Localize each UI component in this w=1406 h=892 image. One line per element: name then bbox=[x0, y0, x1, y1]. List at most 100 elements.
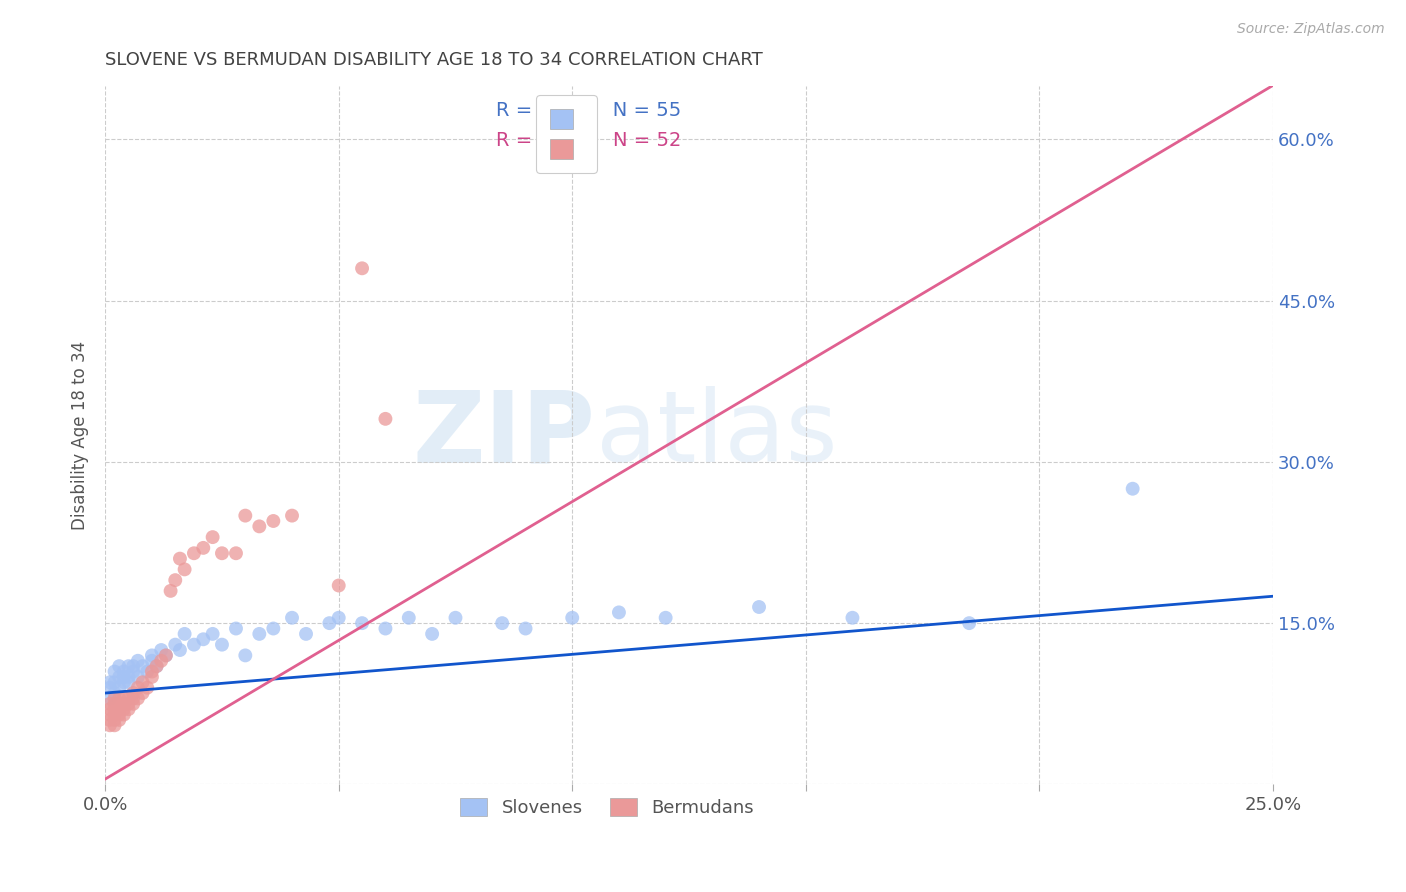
Point bbox=[112, 691, 135, 706]
Point bbox=[145, 659, 167, 673]
Point bbox=[131, 675, 153, 690]
Point bbox=[328, 611, 350, 625]
Point bbox=[1122, 482, 1144, 496]
Point bbox=[98, 681, 121, 695]
Point bbox=[607, 606, 630, 620]
Text: ZIP: ZIP bbox=[413, 386, 596, 483]
Point bbox=[211, 546, 233, 560]
Point bbox=[183, 638, 205, 652]
Point bbox=[98, 697, 121, 711]
Point bbox=[150, 654, 173, 668]
Point bbox=[112, 670, 135, 684]
Point bbox=[98, 713, 121, 727]
Point bbox=[112, 697, 135, 711]
Point bbox=[108, 713, 131, 727]
Point bbox=[957, 616, 980, 631]
Point bbox=[103, 686, 125, 700]
Point bbox=[328, 578, 350, 592]
Point bbox=[98, 707, 121, 722]
Point bbox=[225, 622, 247, 636]
Point bbox=[122, 659, 145, 673]
Point bbox=[374, 622, 396, 636]
Point bbox=[112, 702, 135, 716]
Point bbox=[159, 583, 181, 598]
Point bbox=[127, 681, 149, 695]
Point bbox=[374, 412, 396, 426]
Point bbox=[131, 686, 153, 700]
Point bbox=[112, 665, 135, 679]
Point bbox=[108, 697, 131, 711]
Point bbox=[295, 627, 318, 641]
Point bbox=[103, 702, 125, 716]
Point bbox=[262, 514, 284, 528]
Y-axis label: Disability Age 18 to 34: Disability Age 18 to 34 bbox=[72, 341, 89, 530]
Point bbox=[247, 519, 270, 533]
Point bbox=[98, 675, 121, 690]
Text: Source: ZipAtlas.com: Source: ZipAtlas.com bbox=[1237, 22, 1385, 37]
Point bbox=[225, 546, 247, 560]
Point bbox=[98, 702, 121, 716]
Point bbox=[127, 691, 149, 706]
Point bbox=[420, 627, 443, 641]
Point bbox=[183, 546, 205, 560]
Point bbox=[103, 675, 125, 690]
Text: R = 0.390   N = 55: R = 0.390 N = 55 bbox=[496, 101, 682, 120]
Point bbox=[103, 697, 125, 711]
Point bbox=[173, 562, 195, 576]
Point bbox=[201, 530, 224, 544]
Point bbox=[127, 654, 149, 668]
Point bbox=[117, 659, 139, 673]
Point bbox=[155, 648, 177, 663]
Text: atlas: atlas bbox=[596, 386, 837, 483]
Point bbox=[193, 632, 215, 647]
Point bbox=[103, 707, 125, 722]
Point bbox=[103, 665, 125, 679]
Point bbox=[150, 643, 173, 657]
Point bbox=[352, 261, 374, 276]
Point bbox=[122, 665, 145, 679]
Text: SLOVENE VS BERMUDAN DISABILITY AGE 18 TO 34 CORRELATION CHART: SLOVENE VS BERMUDAN DISABILITY AGE 18 TO… bbox=[105, 51, 763, 69]
Point bbox=[145, 659, 167, 673]
Point bbox=[165, 573, 187, 587]
Legend: Slovenes, Bermudans: Slovenes, Bermudans bbox=[453, 790, 762, 824]
Point bbox=[117, 691, 139, 706]
Point bbox=[281, 508, 304, 523]
Point bbox=[127, 670, 149, 684]
Point bbox=[108, 691, 131, 706]
Point bbox=[112, 707, 135, 722]
Point bbox=[233, 508, 256, 523]
Point bbox=[654, 611, 676, 625]
Point bbox=[98, 718, 121, 732]
Text: R = 0.765   N = 52: R = 0.765 N = 52 bbox=[496, 131, 682, 150]
Point bbox=[352, 616, 374, 631]
Point bbox=[122, 686, 145, 700]
Point bbox=[141, 654, 163, 668]
Point bbox=[108, 659, 131, 673]
Point bbox=[561, 611, 583, 625]
Point bbox=[117, 675, 139, 690]
Point bbox=[169, 551, 191, 566]
Point bbox=[108, 681, 131, 695]
Point bbox=[103, 718, 125, 732]
Point bbox=[131, 659, 153, 673]
Point bbox=[398, 611, 420, 625]
Point bbox=[173, 627, 195, 641]
Point bbox=[141, 648, 163, 663]
Point bbox=[103, 713, 125, 727]
Point bbox=[108, 702, 131, 716]
Point bbox=[211, 638, 233, 652]
Point bbox=[233, 648, 256, 663]
Point bbox=[515, 622, 537, 636]
Point bbox=[169, 643, 191, 657]
Point bbox=[155, 648, 177, 663]
Point bbox=[165, 638, 187, 652]
Point bbox=[98, 691, 121, 706]
Point bbox=[117, 670, 139, 684]
Point bbox=[748, 600, 770, 615]
Point bbox=[108, 670, 131, 684]
Point bbox=[193, 541, 215, 555]
Point bbox=[103, 691, 125, 706]
Point bbox=[141, 670, 163, 684]
Point bbox=[318, 616, 340, 631]
Point bbox=[117, 702, 139, 716]
